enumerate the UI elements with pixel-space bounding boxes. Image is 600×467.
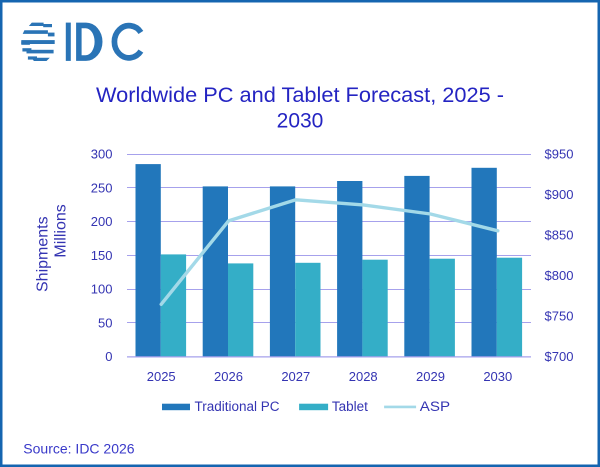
svg-text:2029: 2029: [416, 369, 445, 384]
svg-text:100: 100: [91, 282, 113, 297]
svg-text:300: 300: [91, 147, 113, 162]
svg-text:2025: 2025: [147, 369, 176, 384]
svg-text:Tablet: Tablet: [332, 399, 368, 414]
svg-text:$800: $800: [545, 268, 574, 283]
svg-text:$700: $700: [545, 349, 574, 364]
svg-text:2026: 2026: [214, 369, 243, 384]
svg-text:2027: 2027: [281, 369, 310, 384]
svg-text:Source: IDC 2026: Source: IDC 2026: [23, 440, 134, 456]
svg-text:200: 200: [91, 214, 113, 229]
svg-text:2030: 2030: [483, 369, 512, 384]
svg-text:0: 0: [105, 349, 112, 364]
svg-text:ASP: ASP: [420, 399, 450, 414]
svg-text:Shipments: Shipments: [34, 216, 51, 292]
svg-text:150: 150: [91, 248, 113, 263]
svg-text:$850: $850: [545, 227, 574, 242]
svg-text:Traditional PC: Traditional PC: [195, 399, 280, 414]
svg-text:Worldwide PC and Tablet Foreca: Worldwide PC and Tablet Forecast, 2025 -: [96, 84, 504, 107]
svg-text:2028: 2028: [349, 369, 378, 384]
svg-text:50: 50: [98, 315, 112, 330]
svg-text:250: 250: [91, 180, 113, 195]
svg-text:$900: $900: [545, 187, 574, 202]
svg-text:$750: $750: [545, 308, 574, 323]
svg-text:$950: $950: [545, 146, 574, 161]
svg-text:Millions: Millions: [52, 204, 69, 257]
svg-text:2030: 2030: [277, 110, 324, 133]
